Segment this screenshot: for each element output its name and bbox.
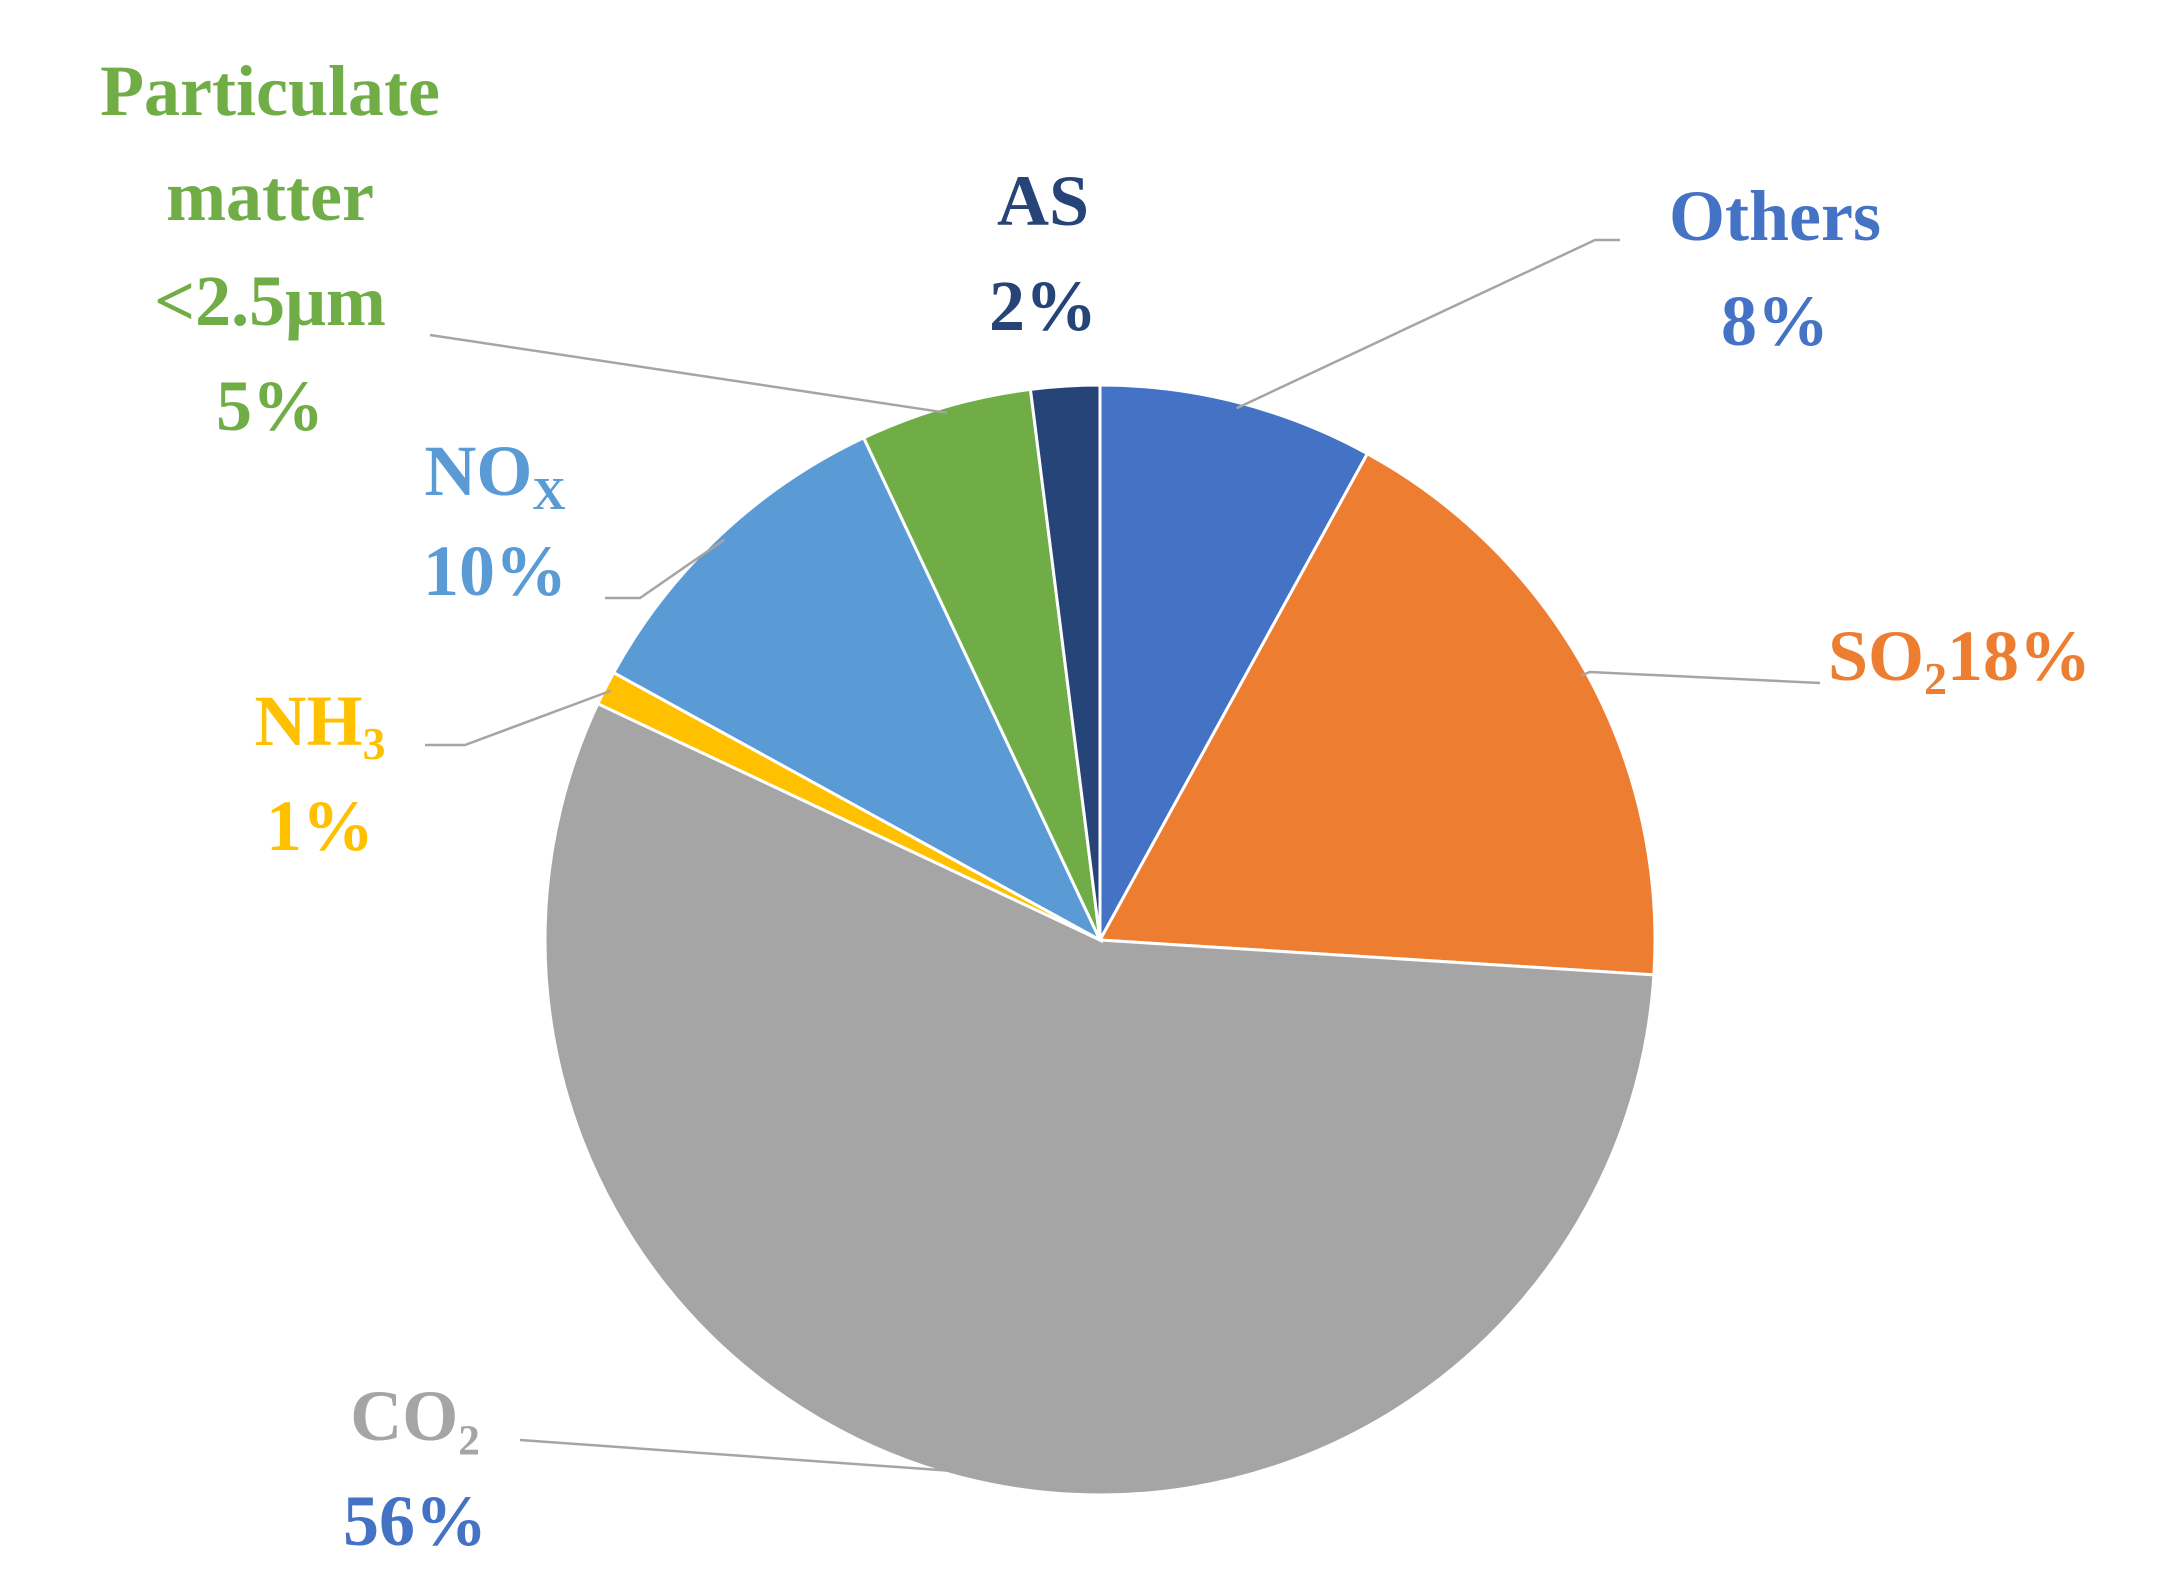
slice-label-pm25-line3: <2.5μm: [154, 261, 386, 341]
pie-slice-pm25: [861, 387, 1102, 941]
slice-label-co2-name: CO₂: [350, 1376, 480, 1456]
slice-label-pm25-value: 5%: [216, 366, 324, 446]
slice-label-nh3-subscript: 3: [363, 718, 386, 769]
slice-label-as-name: AS: [997, 161, 1089, 241]
slice-label-pm25-line1: Particulate: [100, 51, 440, 131]
slice-label-others-name: Others: [1669, 176, 1881, 256]
leader-line-nox: [605, 538, 725, 600]
pie-slice-others: [1098, 383, 1370, 941]
slice-label-so2: SO218%: [1828, 616, 2091, 704]
slice-label-nh3-name: NH3: [255, 681, 386, 769]
slice-label-nox-main: NO: [424, 431, 532, 511]
pie-slice-as: [1028, 383, 1102, 941]
slice-label-nox-value: 10%: [423, 531, 567, 611]
slice-label-so2-value: 18%: [1947, 616, 2091, 696]
slice-label-co2-value: 56%: [343, 1481, 487, 1561]
slice-label-nox-subscript: X: [532, 468, 565, 519]
leader-line-nh3: [425, 689, 612, 747]
pie-slice-nox: [611, 435, 1104, 944]
leader-line-co2: [519, 1438, 964, 1473]
slice-label-pm25-line2: matter: [166, 156, 374, 236]
leader-line-pm25: [429, 333, 948, 415]
slice-label-nox-name: NOX: [424, 431, 565, 519]
slice-label-as-value: 2%: [989, 266, 1097, 346]
pie-slice-co2: [543, 701, 1656, 1497]
leader-line-others: [1235, 238, 1620, 410]
pie-slices: [543, 383, 1657, 1497]
slice-label-so2-main: SO: [1828, 616, 1924, 696]
leader-lines: [425, 238, 1821, 1473]
slice-label-others-value: 8%: [1721, 281, 1829, 361]
slice-label-nh3-main: NH: [255, 681, 363, 761]
labels: Particulate matter <2.5μm 5% AS 2% Other…: [100, 51, 2091, 1561]
slice-label-so2-subscript: 2: [1924, 653, 1947, 704]
leader-line-so2: [1580, 670, 1821, 685]
slice-label-nh3-value: 1%: [266, 786, 374, 866]
